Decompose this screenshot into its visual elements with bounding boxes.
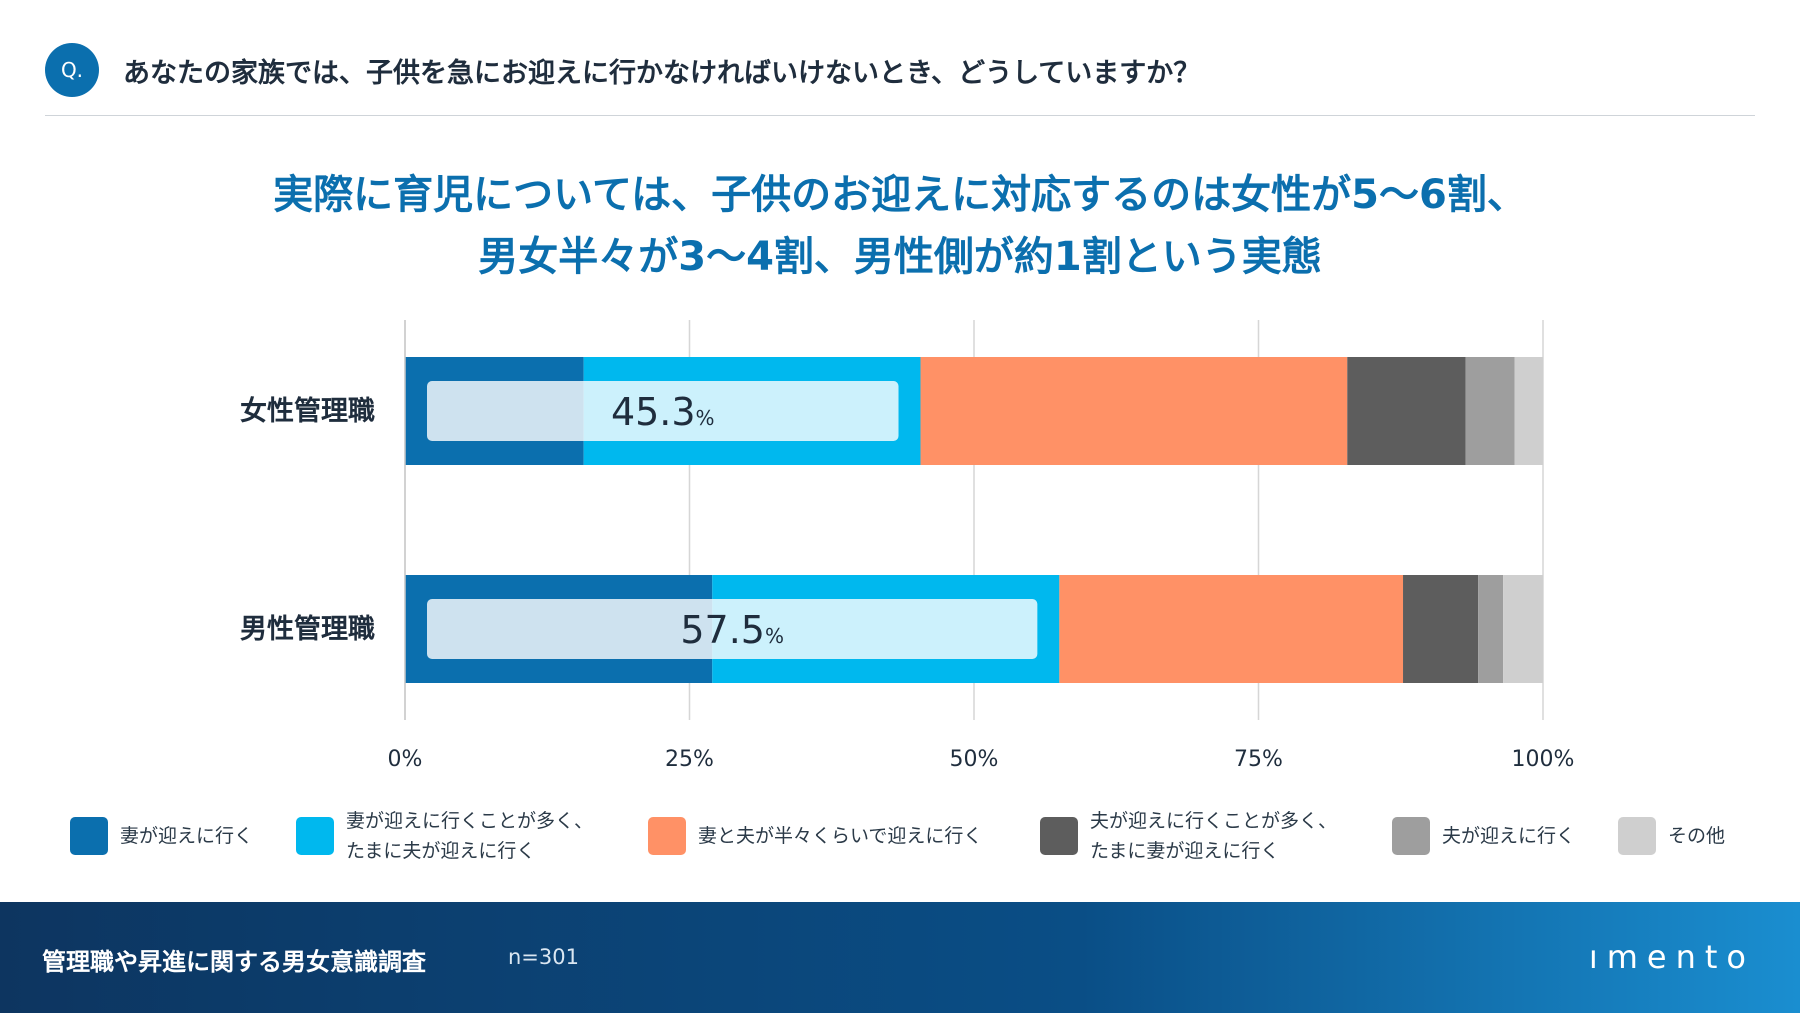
bar-segment — [1465, 357, 1515, 465]
footer-banner: 管理職や昇進に関する男女意識調査 n=301 ımento — [0, 902, 1800, 1013]
legend-label: 妻と夫が半々くらいで迎えに行く — [698, 825, 983, 847]
annotation-value: 45.3% — [611, 390, 715, 434]
headline-line-1: 実際に育児については、子供のお迎えに対応するのは女性が5〜6割、 — [273, 172, 1527, 218]
question-badge: Q. — [45, 43, 99, 97]
legend-item: 夫が迎えに行くことが多く、 たまに妻が迎えに行く — [1040, 806, 1337, 866]
bar-segment — [920, 357, 1348, 465]
x-tick-label: 75% — [1234, 747, 1283, 772]
legend-swatch — [1392, 817, 1430, 855]
annotation-box — [427, 599, 1038, 659]
bar-segment — [1514, 357, 1543, 465]
bar-segment — [1059, 575, 1404, 683]
bar-segment — [1347, 357, 1466, 465]
legend-label: 夫が迎えに行く — [1442, 825, 1576, 847]
annotation-box — [427, 381, 899, 441]
bar-segment — [1478, 575, 1504, 683]
chart-legend: 妻が迎えに行く 妻が迎えに行くことが多く、 たまに夫が迎えに行く 妻と夫が半々くらい… — [70, 806, 1770, 866]
x-tick-label: 0% — [388, 747, 423, 772]
headline: 実際に育児については、子供のお迎えに対応するのは女性が5〜6割、 男女半々が3〜… — [0, 164, 1800, 288]
survey-title: 管理職や昇進に関する男女意識調査 — [42, 948, 426, 976]
bar-segment — [1403, 575, 1479, 683]
bar-segment — [1503, 575, 1543, 683]
legend-label: その他 — [1668, 825, 1726, 847]
question-text: あなたの家族では、子供を急にお迎えに行かなければいけないとき、どうしていますか？ — [123, 57, 1201, 89]
legend-swatch — [1040, 817, 1078, 855]
x-tick-label: 50% — [950, 747, 999, 772]
legend-item: 妻と夫が半々くらいで迎えに行く — [648, 806, 982, 866]
legend-item: 妻が迎えに行くことが多く、 たまに夫が迎えに行く — [296, 806, 593, 866]
x-tick-label: 100% — [1512, 747, 1575, 772]
legend-label: 妻が迎えに行く — [120, 825, 254, 847]
mento-logo: ımento — [1588, 938, 1755, 976]
stacked-bar-chart: 0% 25% 50% 75% 100% 女性管理職 45.3% 男性管理職 57.5% — [240, 320, 1575, 772]
legend-label: 妻が迎えに行くことが多く、 たまに夫が迎えに行く — [346, 810, 594, 862]
header-divider — [45, 115, 1755, 116]
category-label: 女性管理職 — [240, 395, 375, 427]
category-label: 男性管理職 — [240, 614, 375, 645]
legend-label: 夫が迎えに行くことが多く、 たまに妻が迎えに行く — [1090, 810, 1338, 862]
headline-line-2: 男女半々が3〜4割、男性側が約1割という実態 — [478, 234, 1322, 280]
question-header: Q. あなたの家族では、子供を急にお迎えに行かなければいけないとき、どうしていま… — [45, 43, 1755, 116]
legend-swatch — [70, 817, 108, 855]
legend-swatch — [296, 817, 334, 855]
legend-item: その他 — [1618, 806, 1725, 866]
legend-swatch — [648, 817, 686, 855]
sample-size: n=301 — [508, 945, 579, 969]
x-tick-label: 25% — [665, 747, 714, 772]
annotation-value: 57.5% — [680, 608, 784, 652]
legend-item: 妻が迎えに行く — [70, 806, 253, 866]
legend-item: 夫が迎えに行く — [1392, 806, 1575, 866]
legend-swatch — [1618, 817, 1656, 855]
